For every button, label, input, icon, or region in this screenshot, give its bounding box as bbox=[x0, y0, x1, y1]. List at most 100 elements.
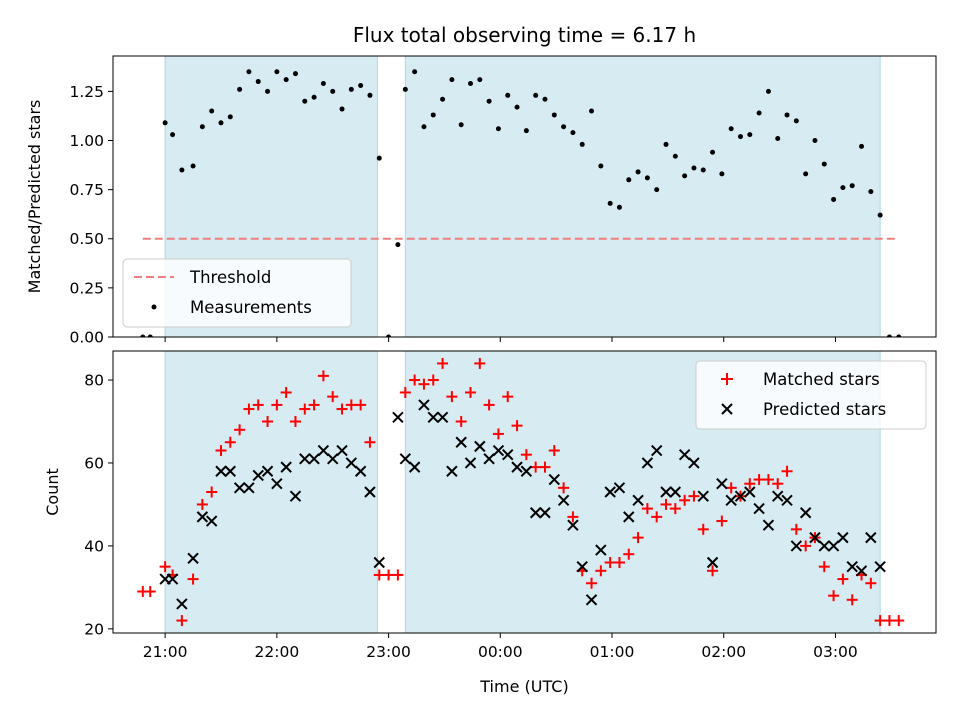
matched-star-point bbox=[502, 391, 514, 403]
predicted-star-point bbox=[595, 544, 607, 556]
predicted-star-point bbox=[427, 411, 439, 424]
predicted-star-point bbox=[744, 486, 756, 498]
predicted-star-point bbox=[716, 477, 728, 490]
predicted-star-point bbox=[464, 457, 477, 469]
measurement-point bbox=[728, 126, 734, 132]
bottom-legend-box bbox=[695, 360, 927, 430]
matched-star-point bbox=[548, 445, 560, 457]
predicted-star-point bbox=[215, 465, 227, 477]
measurement-point bbox=[209, 108, 215, 114]
top-y-ticks: 0.00 0.25 0.50 0.75 1.00 1.25 bbox=[69, 83, 113, 347]
predicted-star-point bbox=[855, 565, 868, 577]
matched-star-point bbox=[271, 399, 283, 411]
predicted-star-point bbox=[327, 453, 339, 465]
predicted-star-point bbox=[502, 448, 514, 461]
bottom-legend: Matched stars Predicted stars bbox=[695, 360, 927, 430]
matched-star-point bbox=[604, 557, 616, 568]
predicted-star-point bbox=[539, 507, 551, 519]
predicted-star-point bbox=[650, 444, 663, 457]
measurement-point bbox=[626, 177, 632, 183]
predicted-star-point bbox=[205, 515, 218, 527]
measurement-point bbox=[635, 169, 641, 175]
matched-star-point bbox=[697, 523, 709, 535]
measurement-point bbox=[190, 163, 196, 169]
top-y-tick-label: 0.00 bbox=[69, 329, 104, 347]
matched-star-point bbox=[176, 615, 188, 627]
measurement-point bbox=[320, 81, 326, 87]
threshold-legend-label: Threshold bbox=[189, 268, 271, 287]
matched-star-point bbox=[336, 403, 348, 415]
measurement-point bbox=[793, 118, 799, 124]
matched-star-point bbox=[224, 436, 236, 448]
measurement-point bbox=[265, 88, 271, 94]
matched-star-point bbox=[632, 532, 644, 544]
matched-star-point bbox=[427, 374, 439, 386]
predicted-star-point bbox=[336, 444, 348, 457]
top-observing-windows bbox=[164, 55, 881, 338]
measurement-point bbox=[514, 104, 520, 110]
measurement-point bbox=[616, 204, 622, 210]
measurement-point bbox=[430, 112, 436, 118]
predicted-star-point bbox=[492, 444, 505, 457]
predicted-star-point bbox=[446, 465, 458, 477]
measurement-points bbox=[140, 69, 902, 337]
matched-legend-swatch bbox=[721, 373, 733, 385]
matched-star-point bbox=[299, 403, 311, 415]
bottom-y-tick-label: 60 bbox=[84, 454, 104, 472]
matched-star-point bbox=[846, 594, 858, 606]
top-x-ticks bbox=[164, 337, 836, 342]
measurement-point bbox=[784, 112, 790, 118]
matched-star-point bbox=[252, 399, 264, 411]
predicted-star-point bbox=[308, 453, 320, 465]
matched-star-point bbox=[437, 357, 449, 369]
measurement-point bbox=[737, 134, 743, 140]
top-axes-frame bbox=[112, 55, 937, 338]
matched-star-point bbox=[800, 540, 812, 552]
measurement-point bbox=[170, 132, 176, 138]
matched-stars-points bbox=[137, 357, 905, 627]
matched-star-point bbox=[399, 386, 411, 398]
matched-star-point bbox=[144, 586, 156, 598]
matched-star-point bbox=[243, 403, 255, 415]
matched-star-point bbox=[383, 569, 395, 581]
matched-star-point bbox=[465, 386, 477, 398]
matched-star-point bbox=[345, 399, 357, 411]
predicted-star-point bbox=[408, 461, 421, 473]
x-tick-label: 00:00 bbox=[478, 643, 523, 661]
measurement-point bbox=[358, 82, 364, 88]
predicted-star-point bbox=[354, 465, 367, 477]
predicted-star-point bbox=[641, 457, 654, 469]
matched-star-point bbox=[364, 436, 376, 448]
predicted-star-point bbox=[799, 507, 812, 519]
measurement-point bbox=[719, 171, 725, 177]
predicted-star-point bbox=[865, 531, 877, 544]
measurement-point bbox=[877, 212, 883, 218]
predicted-star-point bbox=[299, 453, 311, 465]
observing-window bbox=[164, 350, 378, 634]
matched-star-point bbox=[215, 445, 227, 457]
matched-star-point bbox=[716, 515, 728, 527]
predicted-star-point bbox=[837, 531, 849, 544]
matched-star-point bbox=[874, 615, 886, 627]
predicted-star-point bbox=[576, 560, 588, 573]
predicted-star-point bbox=[678, 448, 691, 461]
matched-star-point bbox=[409, 374, 421, 386]
measurement-point bbox=[140, 334, 146, 337]
measurement-point bbox=[218, 120, 224, 126]
measurement-point bbox=[859, 143, 865, 149]
measurement-point bbox=[458, 122, 464, 128]
predicted-star-point bbox=[632, 494, 644, 507]
matched-star-point bbox=[707, 565, 719, 577]
measurement-point bbox=[700, 167, 706, 173]
top-y-tick-label: 0.75 bbox=[69, 181, 104, 199]
chart-title: Flux total observing time = 6.17 h bbox=[353, 23, 696, 47]
measurement-point bbox=[367, 92, 373, 98]
matched-star-point bbox=[196, 498, 208, 510]
measurement-point bbox=[663, 141, 669, 147]
predicted-star-point bbox=[233, 482, 246, 494]
matched-star-point bbox=[289, 416, 301, 427]
matched-star-point bbox=[530, 461, 542, 473]
measurement-point bbox=[330, 88, 336, 94]
predicted-star-point bbox=[585, 594, 598, 606]
